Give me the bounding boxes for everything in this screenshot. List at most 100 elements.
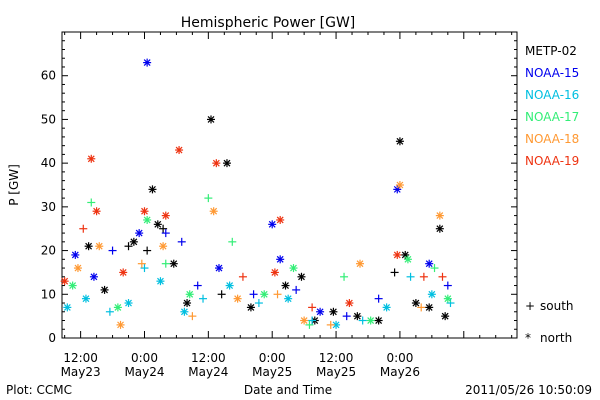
data-point-north [87,154,96,163]
data-point-north [353,312,362,321]
data-point-south [326,320,335,329]
data-point-north [71,250,80,259]
marker-legend: + south * north [525,299,574,345]
data-point-north [129,237,138,246]
data-point-north [425,303,434,312]
data-point-south [204,194,213,203]
data-point-north [68,281,77,290]
series-legend: METP-02 NOAA-15 NOAA-16 NOAA-17 NOAA-18 NOAA-… [525,44,579,168]
data-point-south [374,294,383,303]
data-point-north [403,255,412,264]
y-tick-label: 0 [48,331,56,345]
data-point-north [268,220,277,229]
legend-entry: METP-02 [525,44,577,58]
data-point-south [193,281,202,290]
data-point-north [63,303,72,312]
data-point-north [395,137,404,146]
data-point-north [281,281,290,290]
x-axis-label: Date and Time [244,383,332,397]
data-point-north [425,259,434,268]
y-axis: 0 10 20 30 40 50 60 [41,31,517,345]
plot-credit: Plot: CCMC [6,383,72,397]
chart-title: Hemispheric Power [GW] [181,15,356,31]
data-point-south [238,272,247,281]
data-point-north [332,320,341,329]
x-tick-date: May24 [124,365,164,379]
data-point-south [105,307,114,316]
data-point-south [79,224,88,233]
data-point-north [116,320,125,329]
data-point-north [92,207,101,216]
data-point-south [406,272,415,281]
legend-entry: NOAA-15 [525,66,579,80]
data-point-north [284,294,293,303]
x-tick-date: May25 [316,365,356,379]
data-point-north [225,281,234,290]
data-point-north [435,211,444,220]
x-tick-time: 0:00 [131,351,158,365]
data-point-south [177,237,186,246]
plot-timestamp: 2011/05/26 10:50:09 [465,383,592,397]
data-point-north [316,307,325,316]
data-point-south [443,281,452,290]
data-point-south [292,285,301,294]
data-point-north [435,224,444,233]
data-point-south [108,246,117,255]
data-point-north [81,294,90,303]
data-point-north [393,250,402,259]
plot-frame [61,31,518,339]
data-point-north [209,207,218,216]
data-point-north [169,259,178,268]
data-point-south [308,303,317,312]
y-tick-label: 10 [41,287,56,301]
data-point-north [260,290,269,299]
data-point-north [140,207,149,216]
x-tick-time: 0:00 [259,351,286,365]
data-point-south [342,312,351,321]
data-point-north [441,312,450,321]
x-tick-time: 12:00 [319,351,354,365]
data-point-north [175,146,184,155]
south-symbol: + [525,299,535,313]
data-point-south [124,242,133,251]
legend-entry: NOAA-18 [525,132,579,146]
data-point-north [180,307,189,316]
north-label: north [540,331,572,345]
data-point-north [153,220,162,229]
data-point-north [382,303,391,312]
y-tick-label: 60 [41,69,56,83]
data-point-north [289,264,298,273]
data-point-south [273,290,282,299]
data-point-south [137,259,146,268]
data-point-south [438,272,447,281]
data-point-north [159,242,168,251]
data-point-north [270,268,279,277]
data-point-north [374,316,383,325]
data-point-north [60,277,69,286]
x-tick-date: May24 [188,365,228,379]
y-tick-label: 40 [41,156,56,170]
x-tick-date: May23 [61,365,101,379]
legend-entry: NOAA-19 [525,154,579,168]
data-point-north [185,290,194,299]
y-tick-label: 50 [41,112,56,126]
data-point-south [217,290,226,299]
y-tick-label: 20 [41,244,56,258]
data-point-south [390,268,399,277]
x-tick-date: May25 [252,365,292,379]
x-tick-time: 12:00 [63,351,98,365]
data-point-south [161,229,170,238]
data-point-south [446,299,455,308]
data-point-north [143,58,152,67]
data-point-south [308,316,317,325]
data-point-north [395,181,404,189]
data-point-north [276,255,285,264]
data-point-north [207,115,216,124]
data-point-north [183,299,192,308]
data-point-north [161,211,170,220]
data-point-north [300,316,309,325]
data-point-north [393,185,402,194]
data-point-south [417,303,426,312]
data-point-south [161,259,170,268]
